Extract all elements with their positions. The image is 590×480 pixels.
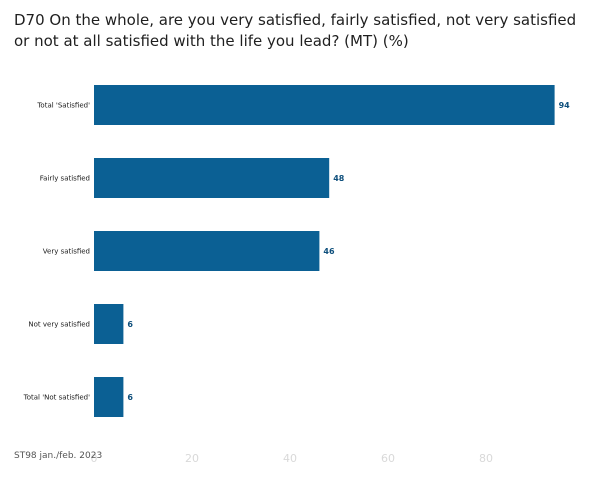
category-label-very-satisfied: Very satisfied xyxy=(43,248,90,256)
category-label-not-very-satisfied: Not very satisfied xyxy=(28,321,90,329)
value-label-fairly-satisfied: 48 xyxy=(333,174,345,183)
value-label-very-satisfied: 46 xyxy=(323,247,335,256)
x-tick-20: 20 xyxy=(185,452,199,465)
x-tick-40: 40 xyxy=(283,452,297,465)
bar-total-not-satisfied xyxy=(94,377,124,417)
bar-total-satisfied xyxy=(94,85,555,125)
chart-title: D70 On the whole, are you very satisfied… xyxy=(14,11,577,50)
bar-fairly-satisfied xyxy=(94,158,330,198)
category-label-fairly-satisfied: Fairly satisfied xyxy=(40,175,90,183)
bars-layer xyxy=(94,85,555,417)
value-label-not-very-satisfied: 6 xyxy=(127,320,133,329)
bar-very-satisfied xyxy=(94,231,320,271)
bar-not-very-satisfied xyxy=(94,304,124,344)
x-axis-ticks: 0 20 40 60 80 xyxy=(91,452,494,465)
category-label-total-satisfied: Total 'Satisfied' xyxy=(36,102,90,110)
value-label-total-satisfied: 94 xyxy=(559,101,571,110)
category-label-total-not-satisfied: Total 'Not satisfied' xyxy=(23,394,90,402)
x-tick-80: 80 xyxy=(479,452,493,465)
x-tick-0: 0 xyxy=(91,452,98,465)
value-label-total-not-satisfied: 6 xyxy=(127,393,133,402)
source-note: ST98 jan./feb. 2023 xyxy=(14,451,103,461)
x-tick-60: 60 xyxy=(381,452,395,465)
labels-layer: Total 'Satisfied' 94 Fairly satisfied 48 Ver… xyxy=(23,101,571,402)
